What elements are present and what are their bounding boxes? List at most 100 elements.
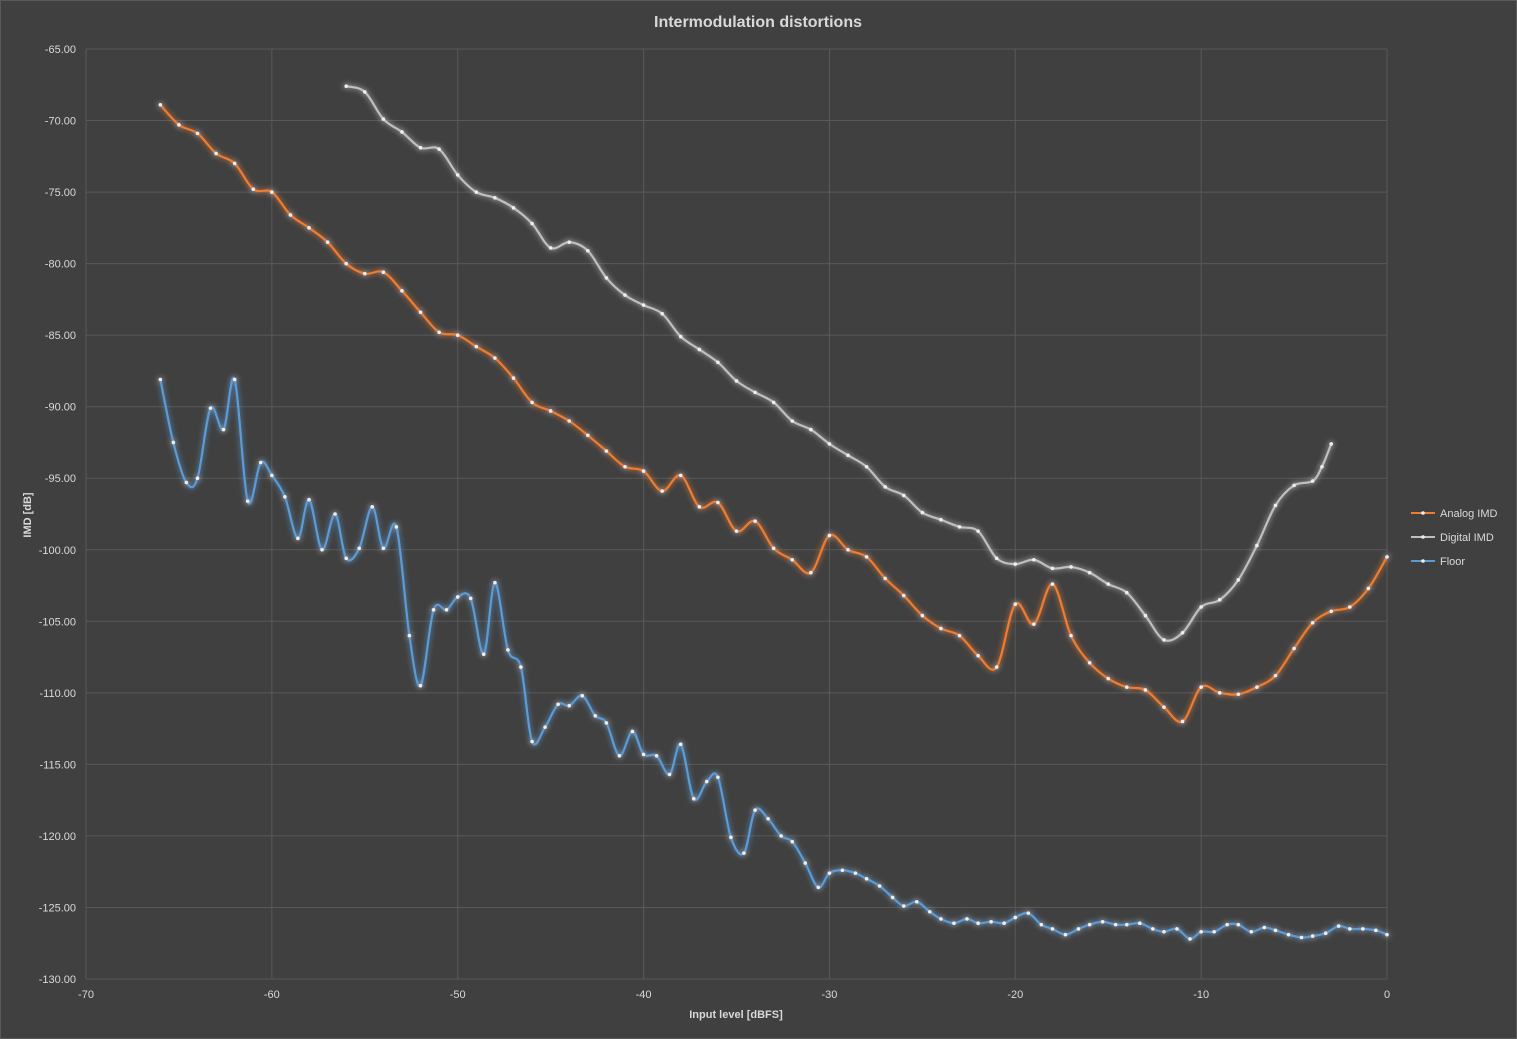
data-point — [678, 334, 683, 339]
legend-item-digital-imd: Digital IMD — [1411, 532, 1494, 544]
data-point — [1236, 578, 1241, 582]
data-point — [381, 117, 386, 121]
data-point — [840, 868, 845, 873]
data-point — [586, 433, 590, 438]
data-point — [1225, 922, 1229, 927]
data-point — [617, 754, 622, 758]
data-point — [530, 739, 534, 744]
data-point — [641, 303, 646, 307]
series-digital-imd — [344, 84, 1334, 642]
series-floor — [158, 376, 1389, 941]
data-point — [1032, 622, 1036, 626]
data-point — [1106, 582, 1111, 586]
y-tick-label: -115.00 — [40, 759, 77, 771]
data-point — [654, 754, 659, 758]
data-point — [1151, 927, 1155, 931]
data-point — [1310, 620, 1315, 625]
x-tick-label: -50 — [450, 989, 466, 1001]
data-point — [803, 861, 808, 865]
data-point — [270, 190, 274, 194]
data-point — [1273, 503, 1278, 508]
data-point — [511, 376, 516, 380]
data-point — [530, 221, 534, 226]
data-point — [729, 835, 733, 840]
data-point — [296, 536, 300, 541]
data-point — [691, 796, 696, 801]
y-tick-label: -85.00 — [45, 330, 76, 342]
data-point — [1320, 464, 1324, 469]
legend-marker — [1421, 559, 1425, 563]
series-analog-imd — [158, 103, 1389, 724]
legend-item-floor: Floor — [1411, 556, 1465, 568]
data-point — [232, 377, 237, 382]
data-point — [704, 779, 709, 784]
data-point — [901, 904, 906, 908]
data-point — [1249, 929, 1254, 934]
data-point — [407, 633, 412, 638]
data-point — [474, 344, 479, 349]
data-point — [809, 427, 813, 432]
y-tick-label: -65.00 — [45, 44, 76, 56]
data-point — [1013, 562, 1018, 566]
data-point — [976, 653, 980, 658]
y-tick-label: -130.00 — [39, 974, 76, 986]
y-tick-label: -75.00 — [45, 187, 76, 199]
x-tick-label: -70 — [78, 989, 94, 1001]
data-point — [586, 248, 590, 253]
data-point — [920, 510, 925, 515]
data-point — [957, 633, 962, 638]
data-point — [1385, 932, 1389, 937]
data-point — [1013, 915, 1018, 920]
data-point — [716, 360, 720, 365]
data-point — [1180, 719, 1185, 724]
data-point — [1113, 922, 1118, 927]
data-point — [827, 533, 832, 538]
data-point — [1125, 685, 1129, 689]
data-point — [1143, 688, 1148, 692]
data-point — [567, 240, 572, 244]
data-point — [1292, 483, 1296, 488]
data-point — [965, 917, 969, 921]
data-point — [641, 752, 646, 757]
x-tick-label: -40 — [636, 989, 652, 1001]
data-point — [400, 130, 404, 134]
data-point — [753, 519, 757, 523]
data-point — [976, 529, 980, 533]
data-point — [344, 556, 349, 561]
legend-label: Digital IMD — [1440, 532, 1494, 544]
data-point — [344, 84, 349, 88]
data-point — [258, 460, 263, 465]
data-point — [1374, 928, 1378, 933]
y-tick-label: -70.00 — [45, 116, 76, 128]
legend: Analog IMD Digital IMD Floor — [1411, 508, 1498, 568]
data-point — [1329, 609, 1334, 614]
x-tick-label: -10 — [1193, 989, 1209, 1001]
data-point — [1199, 605, 1203, 609]
data-point — [1100, 919, 1105, 924]
x-tick-label: -30 — [821, 989, 837, 1001]
data-point — [556, 702, 560, 707]
data-point — [1002, 921, 1006, 925]
data-point — [307, 497, 311, 502]
data-point — [307, 226, 311, 230]
data-point — [1299, 935, 1304, 940]
data-point — [481, 652, 486, 657]
data-point — [1262, 925, 1267, 930]
data-point — [734, 379, 739, 383]
data-point — [1273, 928, 1278, 933]
data-point — [864, 464, 869, 469]
data-point — [381, 546, 386, 551]
data-point — [493, 196, 497, 200]
data-point — [1255, 685, 1259, 689]
data-point — [1217, 598, 1222, 602]
data-point — [400, 289, 404, 293]
x-tick-label: -20 — [1007, 989, 1023, 1001]
data-point — [994, 665, 999, 669]
data-point — [864, 877, 869, 881]
data-point — [952, 921, 956, 925]
data-point — [667, 772, 672, 777]
gridlines — [85, 48, 1388, 980]
data-point — [1292, 646, 1296, 651]
data-point — [1199, 929, 1203, 934]
